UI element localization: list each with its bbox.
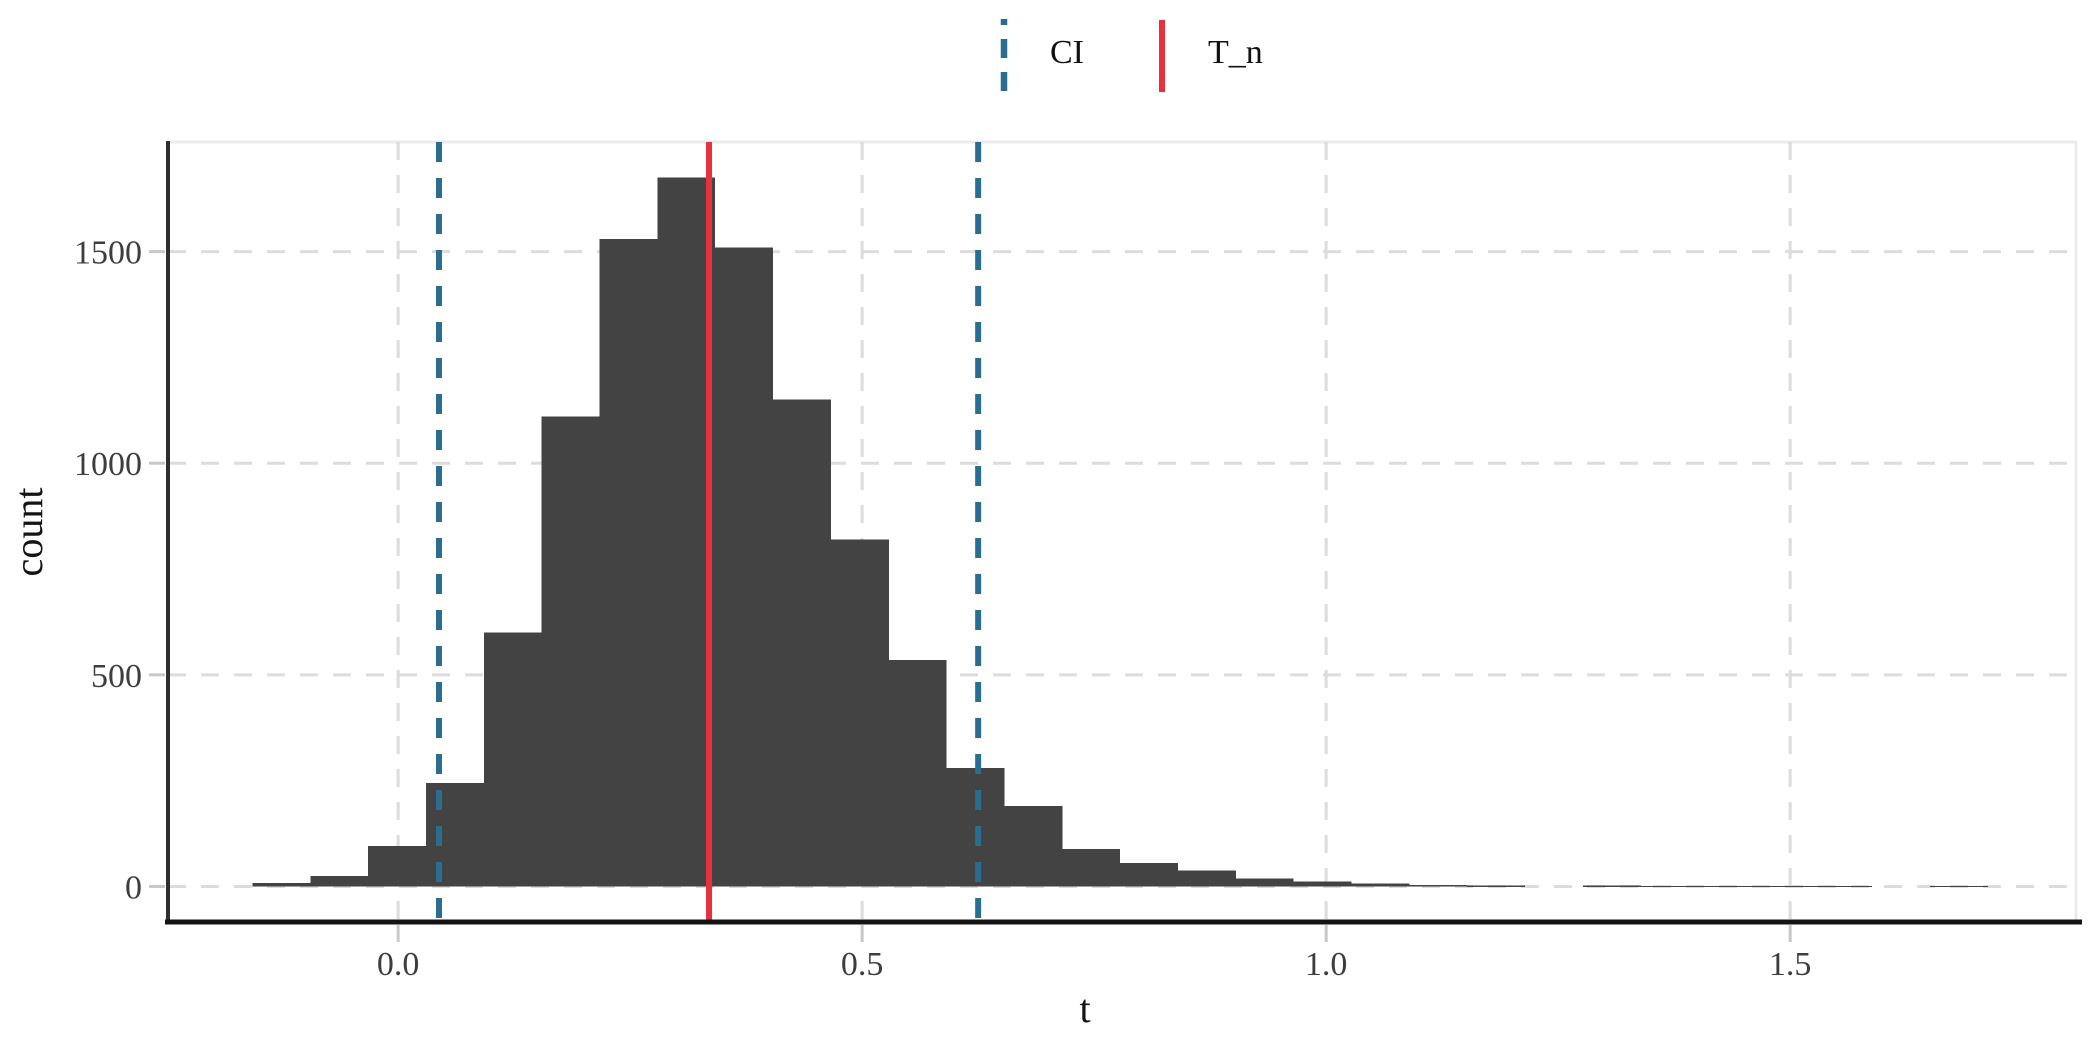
histogram-bar [425,782,484,887]
y-tick-label: 1500 [74,235,142,272]
histogram-bar [715,247,774,887]
y-axis-title: count [6,488,51,577]
histogram-bar [252,883,311,887]
x-tick-label: 0.5 [841,946,884,983]
legend-item-tn: T_n [1130,14,1263,98]
tn-solid-line-icon [1159,20,1165,92]
histogram-bar [1409,885,1468,887]
x-tick-label: 0.0 [377,946,420,983]
histogram-bar [368,846,426,887]
histogram-bar [830,539,889,887]
histogram-bar [1351,883,1410,887]
legend-label-tn: T_n [1208,34,1263,71]
legend: CI T_n [972,14,1263,98]
histogram-bar [1293,881,1352,887]
y-tick-label: 500 [91,658,142,695]
histogram-bar [1929,886,1988,888]
histogram-bar [1814,886,1873,888]
histogram-bar [1177,870,1236,887]
histogram-bar [1062,849,1121,887]
x-tick-label: 1.5 [1769,946,1812,983]
histogram-bar [541,416,600,887]
legend-item-ci: CI [972,14,1084,98]
histogram-bar [483,632,542,887]
ci-dashed-line-icon [1000,19,1008,93]
histogram-bar [1582,885,1641,887]
histogram-bar [657,177,716,887]
histogram-bar [1120,863,1178,887]
histogram-bar [599,238,658,887]
x-tick-label: 1.0 [1305,946,1348,983]
histogram-bar [1235,878,1294,887]
histogram-bar [773,399,831,887]
histogram-bar [310,875,369,887]
histogram-bar [1640,886,1699,888]
histogram-bar [1698,886,1757,888]
y-tick-label: 0 [125,869,142,906]
histogram-bar [1004,806,1063,887]
histogram-bar [1467,885,1526,887]
y-tick-label: 1000 [74,446,142,483]
histogram-bar [888,660,947,887]
legend-label-ci: CI [1050,34,1084,71]
x-axis-title: t [1079,986,1090,1031]
histogram-bar [1756,886,1815,888]
